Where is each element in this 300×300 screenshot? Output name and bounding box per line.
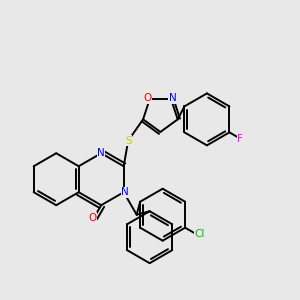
Text: Cl: Cl <box>194 230 205 239</box>
Text: O: O <box>88 213 97 223</box>
Text: N: N <box>121 187 129 197</box>
Text: N: N <box>97 148 105 158</box>
Text: F: F <box>237 134 243 144</box>
Text: O: O <box>143 93 152 103</box>
Text: N: N <box>169 93 176 103</box>
Text: S: S <box>125 136 131 146</box>
